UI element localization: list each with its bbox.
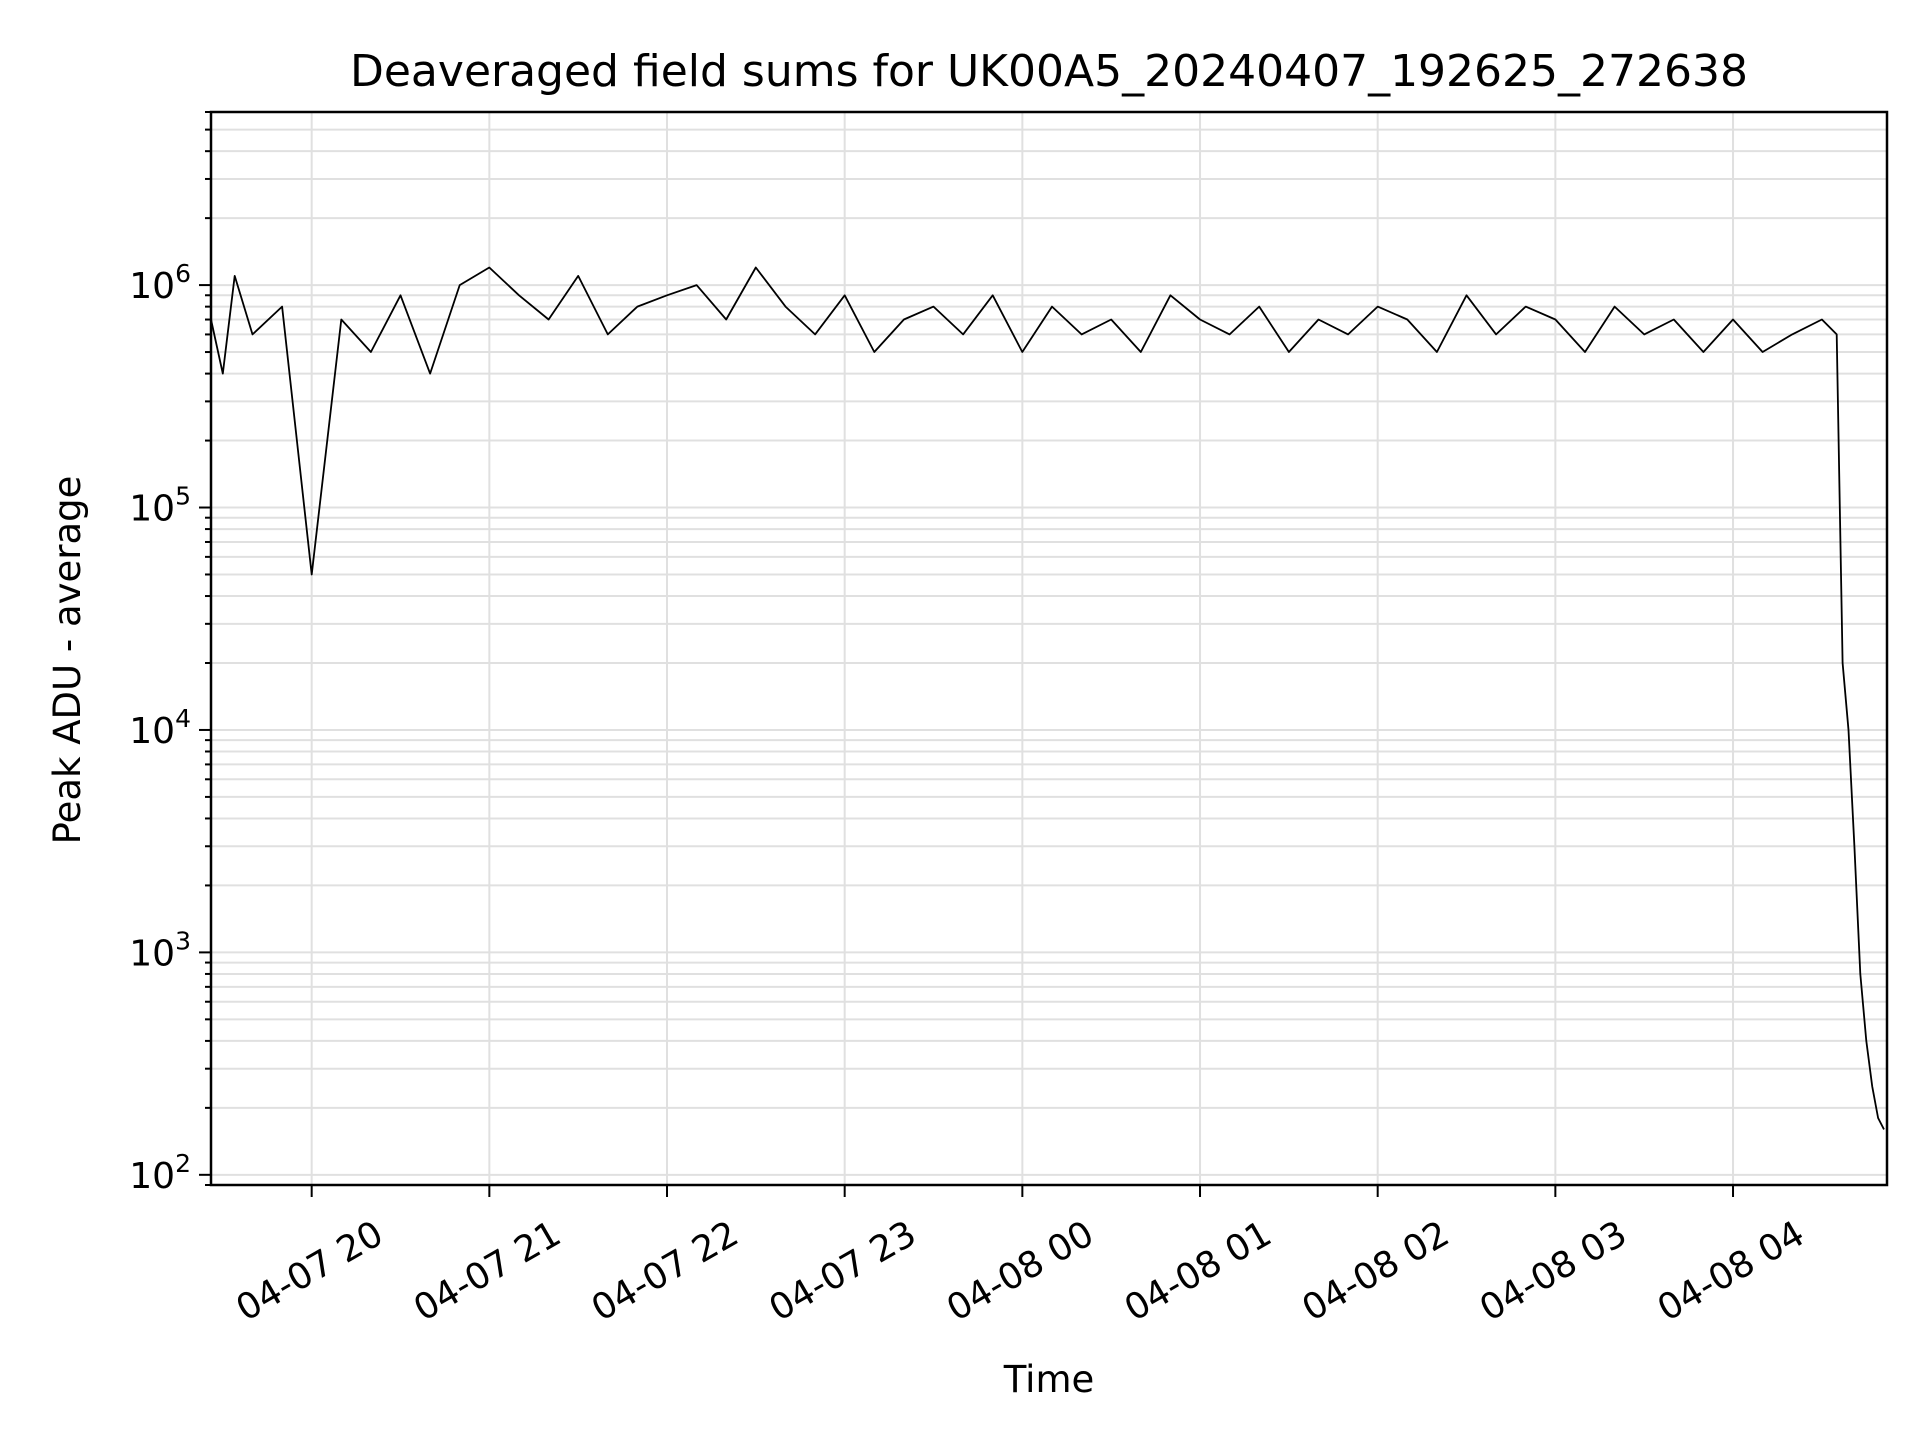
y-tick-exponent: 5: [175, 482, 191, 511]
y-tick-base: 10: [129, 933, 175, 974]
y-tick-label: 102: [129, 1149, 191, 1197]
grid: [211, 111, 1887, 1186]
y-tick-base: 10: [129, 266, 175, 307]
chart-title: Deaveraged field sums for UK00A5_2024040…: [350, 46, 1748, 97]
y-tick-exponent: 4: [175, 704, 191, 733]
y-tick-label: 103: [129, 926, 191, 974]
y-tick-label: 106: [129, 259, 191, 307]
y-tick-exponent: 6: [175, 259, 191, 288]
y-tick-exponent: 2: [175, 1149, 191, 1178]
y-tick-label: 105: [129, 482, 191, 530]
x-axis-label: Time: [1003, 1358, 1095, 1401]
plot-frame: [209, 110, 1889, 1187]
y-tick-base: 10: [129, 489, 175, 530]
series-line: [210, 266, 1885, 1130]
plot-area: [210, 266, 1885, 1130]
y-tick-base: 10: [129, 711, 175, 752]
y-tick-base: 10: [129, 1156, 175, 1197]
y-axis-label: Peak ADU - average: [46, 476, 89, 845]
y-tick-label: 104: [129, 704, 191, 752]
y-tick-exponent: 3: [175, 926, 191, 955]
